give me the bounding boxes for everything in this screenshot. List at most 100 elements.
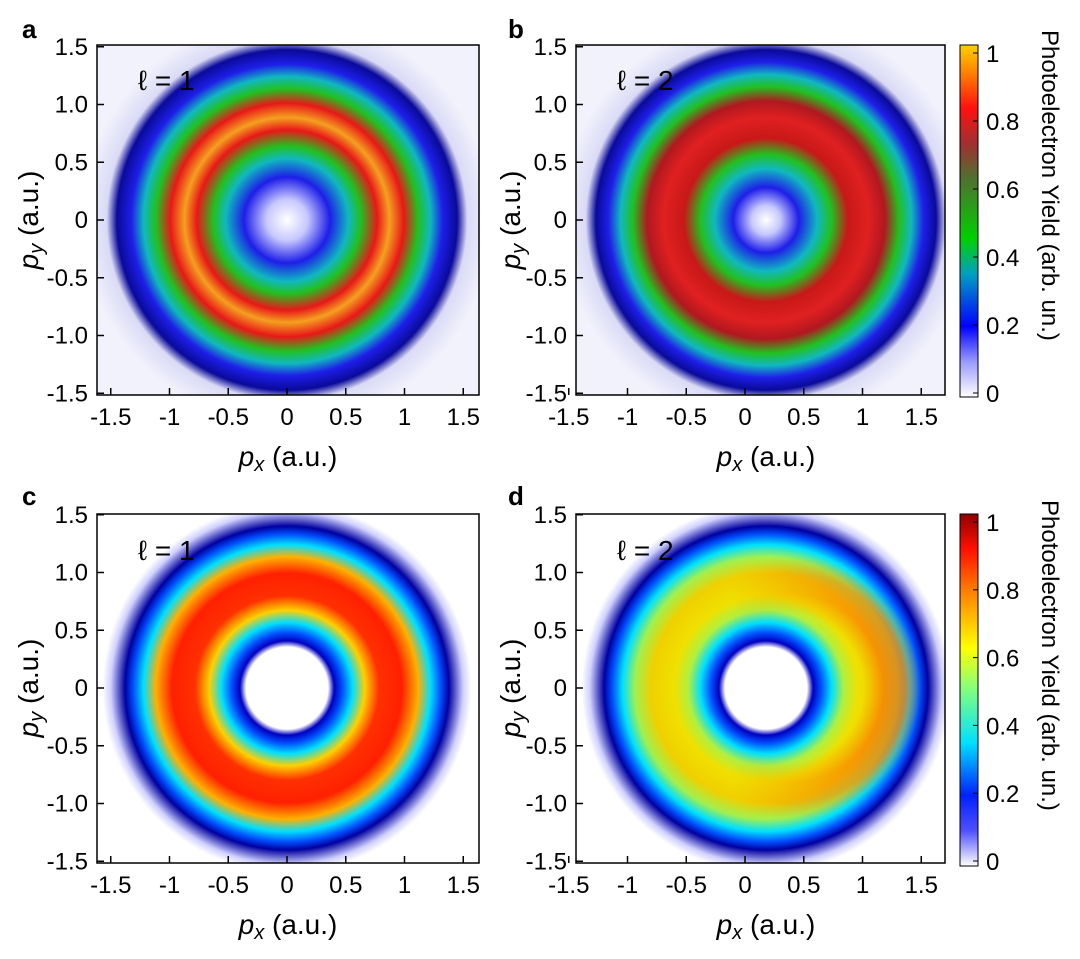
colorbar-tick-label: 0.8 — [986, 578, 1019, 605]
colorbar-tick-label: 0.6 — [986, 177, 1019, 204]
y-axis-label-c: py (a.u.) — [13, 639, 48, 739]
x-tick-label: -1.5 — [548, 404, 589, 431]
colorbar-label-d: Photoelectron Yield (arb. un.) — [1036, 500, 1063, 811]
y-tick-label: 1.0 — [534, 92, 567, 119]
y-ticks-a: 1.5 1.0 0.5 0 -0.5 -1.0 -1.5 — [47, 34, 104, 407]
colorbar-tick-label: 1 — [986, 41, 999, 68]
annotation-d: ℓ = 2 — [617, 535, 674, 566]
panel-c: c ℓ = 1 -1.5 -1 -0.5 0 0.5 1 1.5 1.5 1.0 0.5 0 -0.… — [13, 481, 480, 944]
y-tick-label: 1.5 — [534, 34, 567, 61]
panel-letter-c: c — [22, 481, 36, 511]
x-tick-label: 1 — [398, 872, 411, 899]
y-tick-label: -0.5 — [526, 733, 567, 760]
x-tick-label: 0 — [280, 872, 293, 899]
x-tick-label: -1 — [159, 404, 180, 431]
x-ticks-c: -1.5 -1 -0.5 0 0.5 1 1.5 — [90, 856, 480, 899]
y-tick-label: 0.5 — [534, 149, 567, 176]
y-tick-label: -1.0 — [526, 791, 567, 818]
x-tick-label: 1.5 — [447, 404, 480, 431]
colorbar-tick-label: 0.4 — [986, 245, 1019, 272]
y-axis-label-d: py (a.u.) — [495, 639, 530, 739]
y-axis-label-b: py (a.u.) — [495, 171, 530, 271]
y-tick-label: 0 — [554, 207, 567, 234]
x-axis-label-a: px (a.u.) — [238, 441, 338, 476]
y-tick-label: -1.0 — [526, 323, 567, 350]
x-axis-label-c: px (a.u.) — [238, 909, 338, 944]
panel-letter-b: b — [508, 14, 524, 44]
x-tick-label: -0.5 — [208, 404, 249, 431]
colorbar-label-b: Photoelectron Yield (arb. un.) — [1036, 30, 1063, 341]
colorbar-tick-label: 1 — [986, 510, 999, 537]
colorbar-tick-label: 0.4 — [986, 713, 1019, 740]
panel-a: a ℓ = 1 -1.5 -1 -0.5 0 0.5 1 1.5 1.5 1.0 0.5 0 -0.… — [13, 14, 480, 476]
y-tick-label: 1.5 — [534, 502, 567, 529]
x-axis-label-d: px (a.u.) — [716, 909, 816, 944]
y-tick-label: -0.5 — [47, 733, 88, 760]
y-tick-label: 0 — [75, 207, 88, 234]
x-tick-label: 0.5 — [787, 872, 820, 899]
x-ticks-d: -1.5 -1 -0.5 0 0.5 1 1.5 — [548, 856, 938, 899]
x-tick-label: -1.5 — [548, 872, 589, 899]
y-tick-label: 1.5 — [55, 34, 88, 61]
colorbar-tick-label: 0.2 — [986, 781, 1019, 808]
colorbar-tick-label: 0.6 — [986, 646, 1019, 673]
y-tick-label: 0.5 — [55, 617, 88, 644]
y-tick-label: 0.5 — [55, 149, 88, 176]
x-tick-label: -1 — [617, 404, 638, 431]
x-tick-label: 1 — [856, 872, 869, 899]
y-tick-label: 1.5 — [55, 502, 88, 529]
panel-d: d ℓ = 2 -1.5 -1 -0.5 0 0.5 1 1.5 1.5 1.0 0.5 0 -0.… — [495, 481, 1063, 944]
x-tick-label: -0.5 — [666, 872, 707, 899]
annotation-c: ℓ = 1 — [138, 535, 195, 566]
colorbar-tick-label: 0 — [986, 849, 999, 876]
y-tick-label: -0.5 — [526, 265, 567, 292]
y-tick-label: -1.0 — [47, 323, 88, 350]
x-tick-label: 0.5 — [329, 404, 362, 431]
x-tick-label: -0.5 — [208, 872, 249, 899]
y-tick-label: -1.5 — [526, 380, 567, 407]
y-tick-label: 0.5 — [534, 617, 567, 644]
y-tick-label: -0.5 — [47, 265, 88, 292]
x-tick-label: 1 — [856, 404, 869, 431]
y-tick-label: -1.5 — [526, 848, 567, 875]
x-axis-label-b: px (a.u.) — [716, 441, 816, 476]
x-tick-label: 0 — [280, 404, 293, 431]
heatmap-d-asymmetry — [576, 514, 945, 863]
y-tick-label: 1.0 — [55, 92, 88, 119]
panel-letter-a: a — [22, 14, 37, 44]
x-tick-label: 1 — [398, 404, 411, 431]
x-tick-label: -0.5 — [666, 404, 707, 431]
y-axis-label-a: py (a.u.) — [13, 171, 48, 271]
x-tick-label: 1.5 — [905, 872, 938, 899]
x-tick-label: 1.5 — [905, 404, 938, 431]
y-tick-label: -1.0 — [47, 791, 88, 818]
y-ticks-c: 1.5 1.0 0.5 0 -0.5 -1.0 -1.5 — [47, 502, 104, 875]
annotation-a: ℓ = 1 — [138, 65, 195, 96]
colorbar-ticks-d: 1 0.8 0.6 0.4 0.2 0 — [973, 510, 1019, 876]
x-tick-label: 0.5 — [787, 404, 820, 431]
y-ticks-d: 1.5 1.0 0.5 0 -0.5 -1.0 -1.5 — [526, 502, 583, 875]
heatmap-a — [97, 45, 479, 395]
heatmap-b — [576, 45, 945, 395]
colorbar-tick-label: 0.2 — [986, 313, 1019, 340]
colorbar-tick-label: 0.8 — [986, 109, 1019, 136]
x-tick-label: -1.5 — [90, 404, 131, 431]
heatmap-c — [97, 514, 479, 863]
y-tick-label: 0 — [75, 675, 88, 702]
y-tick-label: -1.5 — [47, 380, 88, 407]
colorbar-b — [959, 44, 979, 398]
colorbar-ticks-b: 1 0.8 0.6 0.4 0.2 0 — [973, 41, 1019, 408]
x-tick-label: 0.5 — [329, 872, 362, 899]
colorbar-d — [959, 513, 979, 867]
x-tick-label: -1 — [159, 872, 180, 899]
y-tick-label: 1.0 — [55, 560, 88, 587]
x-tick-label: -1 — [617, 872, 638, 899]
x-tick-label: 0 — [738, 404, 751, 431]
x-tick-label: -1.5 — [90, 872, 131, 899]
x-ticks-a: -1.5 -1 -0.5 0 0.5 1 1.5 — [90, 388, 480, 431]
x-tick-label: 0 — [738, 872, 751, 899]
panel-letter-d: d — [508, 481, 524, 511]
x-ticks-b: -1.5 -1 -0.5 0 0.5 1 1.5 — [548, 388, 938, 431]
annotation-b: ℓ = 2 — [617, 65, 674, 96]
